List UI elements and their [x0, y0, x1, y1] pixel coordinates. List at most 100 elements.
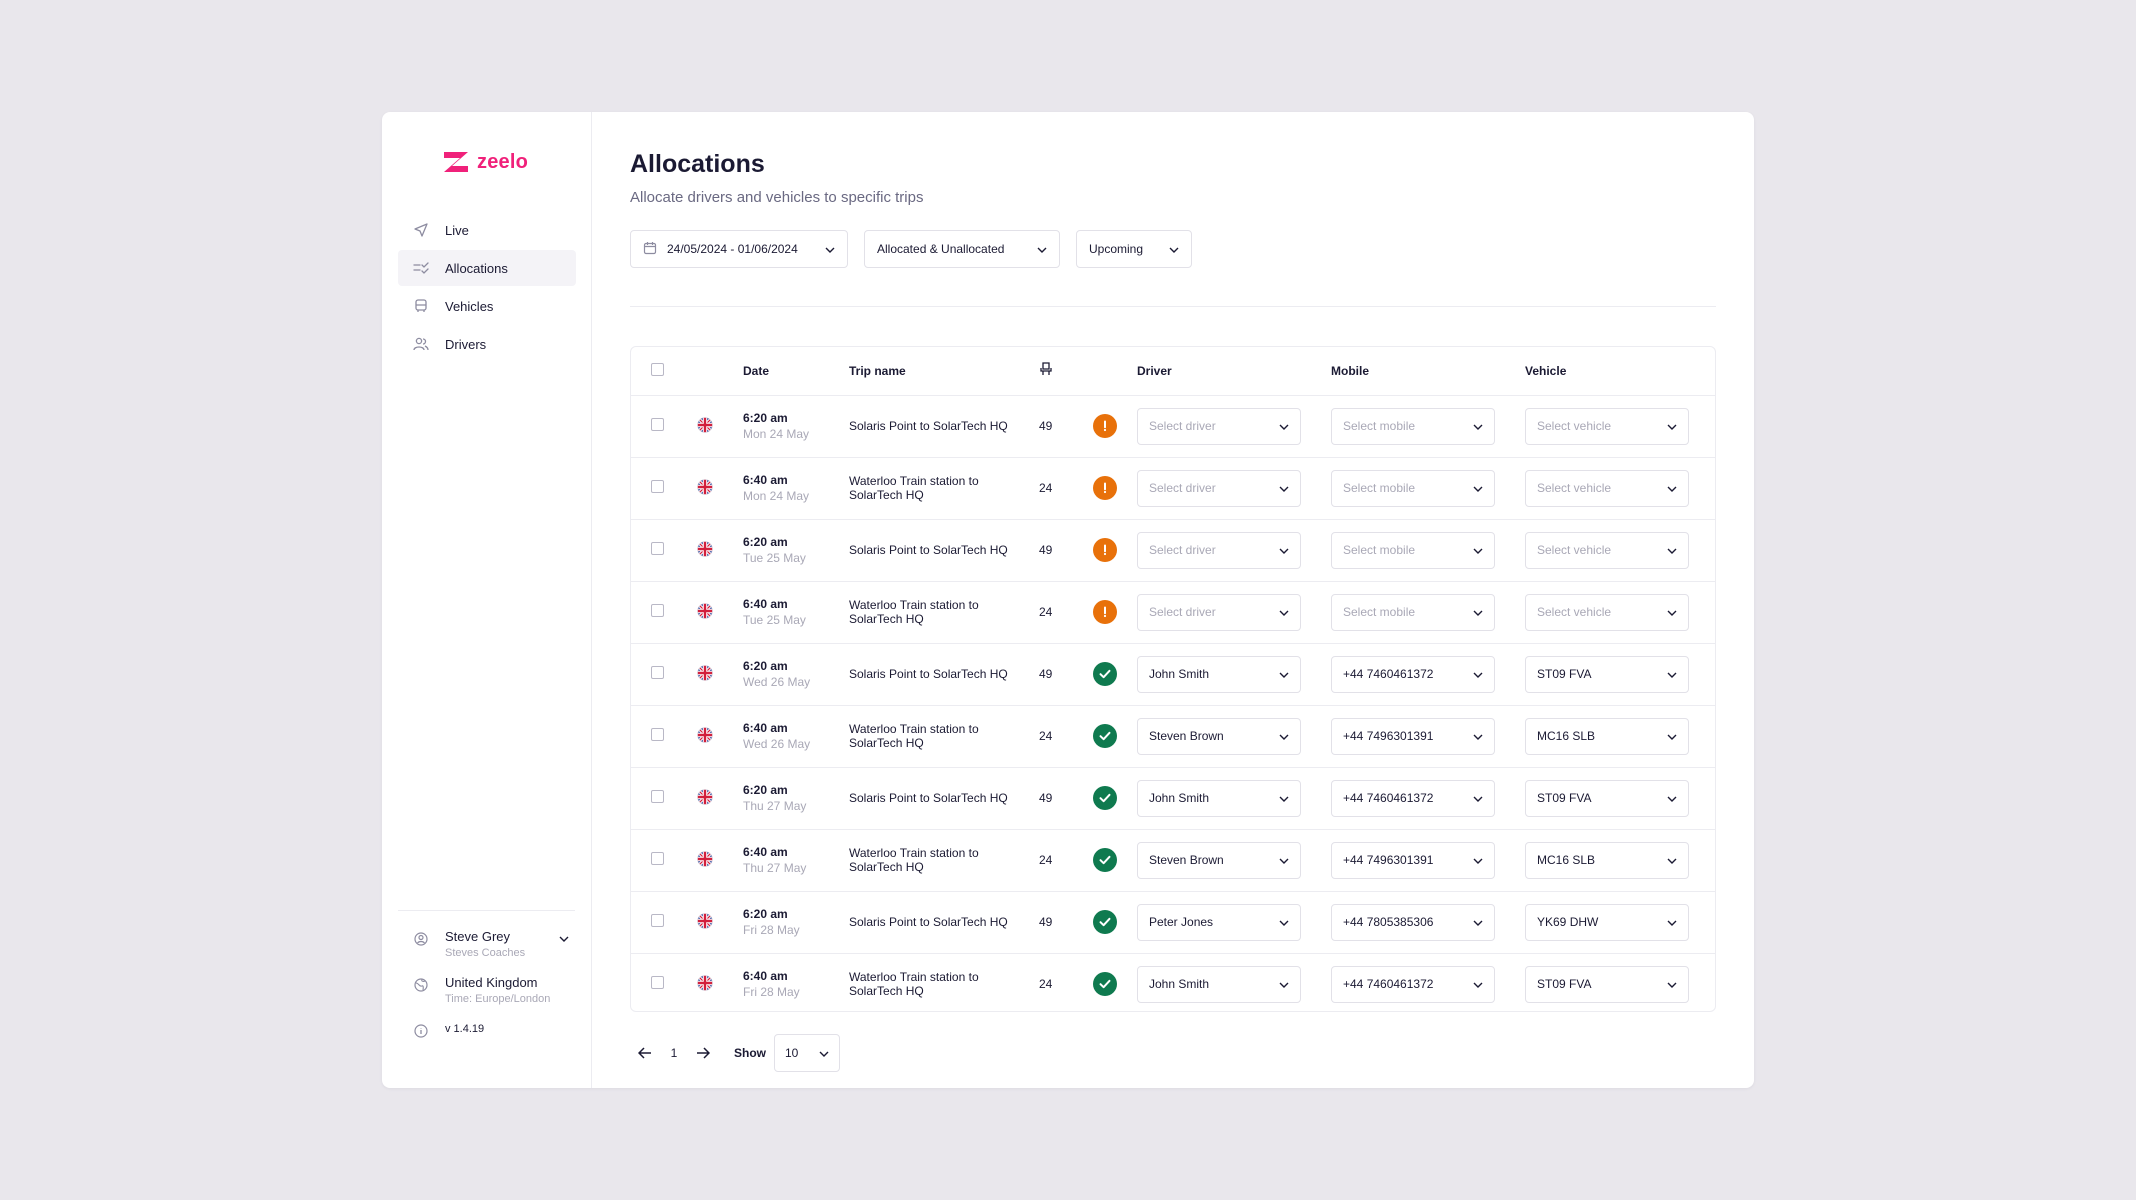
driver-select[interactable]: Select driver — [1137, 469, 1301, 507]
vehicle-select[interactable]: Select vehicle — [1525, 531, 1689, 569]
trip-name[interactable]: Waterloo Train station to SolarTech HQ — [849, 474, 979, 502]
mobile-select[interactable]: Select mobile — [1331, 531, 1495, 569]
mobile-select[interactable]: +44 7496301391 — [1331, 841, 1495, 879]
arrow-left-icon[interactable] — [630, 1038, 660, 1068]
driver-select-value: Steven Brown — [1149, 729, 1224, 743]
mobile-select-value: +44 7496301391 — [1343, 853, 1434, 867]
arrow-right-icon[interactable] — [688, 1038, 718, 1068]
sidebar-item-allocations[interactable]: Allocations — [398, 250, 576, 286]
vehicle-select[interactable]: ST09 FVA — [1525, 655, 1689, 693]
allocation-status-filter[interactable]: Allocated & Unallocated — [864, 230, 1060, 268]
allocations-table: Date Trip name Driver Mobile Vehicle — [630, 346, 1716, 1012]
trip-name[interactable]: Waterloo Train station to SolarTech HQ — [849, 722, 979, 750]
table-row: 6:40 am Wed 26 May Waterloo Train statio… — [631, 705, 1715, 768]
mobile-select[interactable]: Select mobile — [1331, 407, 1495, 445]
row-checkbox[interactable] — [651, 728, 664, 741]
row-checkbox[interactable] — [651, 666, 664, 679]
vehicle-select-value: Select vehicle — [1537, 543, 1612, 557]
date-range-filter[interactable]: 24/05/2024 - 01/06/2024 — [630, 230, 848, 268]
driver-select[interactable]: Peter Jones — [1137, 903, 1301, 941]
vehicle-select[interactable]: Select vehicle — [1525, 593, 1689, 631]
sidebar-item-vehicles[interactable]: Vehicles — [398, 288, 576, 324]
vehicle-select[interactable]: ST09 FVA — [1525, 965, 1689, 1003]
chevron-down-icon — [1473, 543, 1483, 557]
table-row: 6:40 am Mon 24 May Waterloo Train statio… — [631, 457, 1715, 520]
vehicle-select[interactable]: Select vehicle — [1525, 469, 1689, 507]
driver-select[interactable]: Select driver — [1137, 407, 1301, 445]
sidebar-item-drivers[interactable]: Drivers — [398, 326, 576, 362]
select-all-checkbox[interactable] — [651, 362, 664, 376]
driver-select[interactable]: Select driver — [1137, 531, 1301, 569]
seat-count: 49 — [1039, 543, 1053, 557]
column-header-trip[interactable]: Trip name — [849, 347, 1035, 396]
page-size-select[interactable]: 10 — [774, 1034, 840, 1072]
vehicle-select[interactable]: MC16 SLB — [1525, 717, 1689, 755]
trip-name[interactable]: Waterloo Train station to SolarTech HQ — [849, 846, 979, 874]
trip-name[interactable]: Solaris Point to SolarTech HQ — [849, 915, 1008, 929]
mobile-select-value: +44 7460461372 — [1343, 977, 1434, 992]
trip-name[interactable]: Waterloo Train station to SolarTech HQ — [849, 598, 979, 626]
row-checkbox[interactable] — [651, 790, 664, 803]
driver-select[interactable]: Steven Brown — [1137, 841, 1301, 879]
sidebar-item-label: Vehicles — [445, 298, 494, 314]
calendar-icon — [643, 241, 657, 258]
mobile-select[interactable]: +44 7460461372 — [1331, 965, 1495, 1003]
sidebar-item-live[interactable]: Live — [398, 212, 576, 248]
row-checkbox[interactable] — [651, 604, 664, 617]
row-checkbox[interactable] — [651, 852, 664, 865]
trip-name[interactable]: Solaris Point to SolarTech HQ — [849, 667, 1008, 681]
driver-select-value: Select driver — [1149, 481, 1216, 495]
driver-select[interactable]: Select driver — [1137, 593, 1301, 631]
column-header-driver[interactable]: Driver — [1137, 347, 1331, 396]
region-info[interactable]: United Kingdom Time: Europe/London — [398, 975, 575, 1005]
check-circle-icon — [1093, 786, 1117, 810]
seat-count: 49 — [1039, 791, 1053, 805]
logo[interactable]: zeelo — [441, 150, 528, 174]
timing-filter[interactable]: Upcoming — [1076, 230, 1192, 268]
row-checkbox[interactable] — [651, 480, 664, 493]
trip-name[interactable]: Waterloo Train station to SolarTech HQ — [849, 970, 979, 999]
uk-flag-icon — [697, 912, 713, 932]
warning-circle-icon — [1093, 414, 1117, 438]
column-header-vehicle[interactable]: Vehicle — [1525, 347, 1715, 396]
seat-count: 49 — [1039, 419, 1053, 433]
row-checkbox[interactable] — [651, 914, 664, 927]
mobile-select-value: Select mobile — [1343, 419, 1416, 433]
sidebar-nav: Live Allocations Vehicles Drivers — [398, 212, 576, 364]
trip-name[interactable]: Solaris Point to SolarTech HQ — [849, 543, 1008, 557]
vehicle-select[interactable]: Select vehicle — [1525, 407, 1689, 445]
row-checkbox[interactable] — [651, 418, 664, 431]
column-header-date[interactable]: Date — [743, 347, 849, 396]
vehicle-select-value: Select vehicle — [1537, 419, 1612, 433]
allocations-icon — [412, 259, 430, 277]
driver-select[interactable]: John Smith — [1137, 965, 1301, 1003]
mobile-select[interactable]: +44 7460461372 — [1331, 779, 1495, 817]
vehicle-select[interactable]: MC16 SLB — [1525, 841, 1689, 879]
mobile-select[interactable]: Select mobile — [1331, 593, 1495, 631]
uk-flag-icon — [697, 602, 713, 622]
chevron-down-icon — [1279, 481, 1289, 495]
mobile-select[interactable]: Select mobile — [1331, 469, 1495, 507]
region-timezone: Time: Europe/London — [445, 993, 551, 1005]
driver-select[interactable]: Steven Brown — [1137, 717, 1301, 755]
driver-select-value: Steven Brown — [1149, 853, 1224, 867]
current-page[interactable]: 1 — [670, 1046, 678, 1060]
mobile-select[interactable]: +44 7805385306 — [1331, 903, 1495, 941]
driver-select-value: Select driver — [1149, 605, 1216, 619]
mobile-select[interactable]: +44 7460461372 — [1331, 655, 1495, 693]
vehicle-select[interactable]: YK69 DHW — [1525, 903, 1689, 941]
account-switcher[interactable]: Steve Grey Steves Coaches — [398, 929, 575, 959]
trip-name[interactable]: Solaris Point to SolarTech HQ — [849, 791, 1008, 805]
column-header-mobile[interactable]: Mobile — [1331, 347, 1525, 396]
mobile-select[interactable]: +44 7496301391 — [1331, 717, 1495, 755]
seat-icon — [1039, 362, 1053, 379]
table-header-row: Date Trip name Driver Mobile Vehicle — [631, 347, 1715, 396]
row-checkbox[interactable] — [651, 976, 664, 990]
driver-select[interactable]: John Smith — [1137, 655, 1301, 693]
vehicle-select[interactable]: ST09 FVA — [1525, 779, 1689, 817]
driver-select[interactable]: John Smith — [1137, 779, 1301, 817]
trip-name[interactable]: Solaris Point to SolarTech HQ — [849, 419, 1008, 433]
main-content: Allocations Allocate drivers and vehicle… — [592, 112, 1754, 1088]
table-row: 6:20 am Mon 24 May Solaris Point to Sola… — [631, 395, 1715, 458]
row-checkbox[interactable] — [651, 542, 664, 555]
